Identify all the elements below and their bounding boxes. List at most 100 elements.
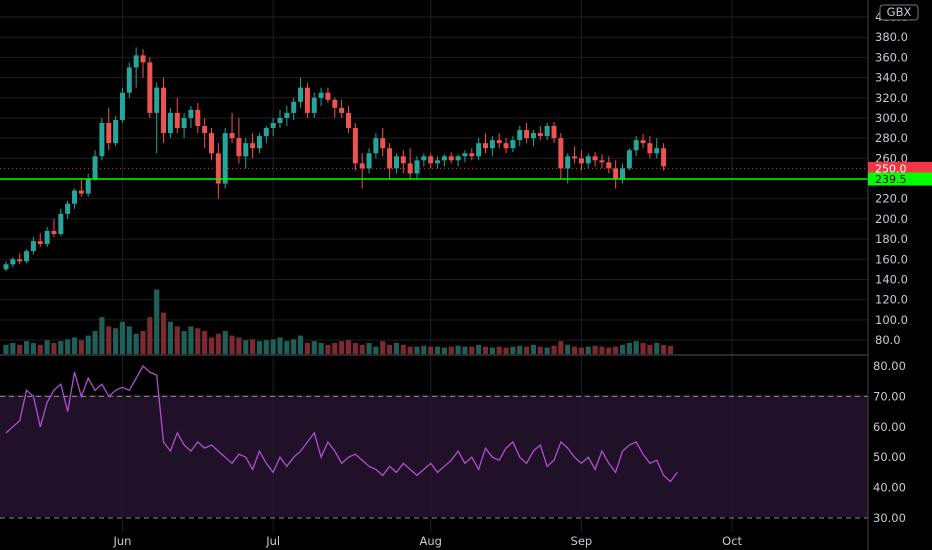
candle-body xyxy=(147,62,153,113)
volume-bar xyxy=(44,340,50,354)
candle-body xyxy=(209,133,214,154)
volume-bar xyxy=(17,344,23,354)
candle-body xyxy=(517,130,523,141)
volume-bar xyxy=(23,341,30,354)
candle-body xyxy=(407,163,413,174)
volume-bar xyxy=(113,328,119,354)
candle-body xyxy=(277,117,283,123)
candle-body xyxy=(606,162,612,169)
indicator-axis[interactable]: 80.00 70.00 60.00 50.00 40.00 30.00 xyxy=(873,359,906,525)
volume-bar xyxy=(524,346,530,354)
candle-body xyxy=(126,67,132,93)
volume-bar xyxy=(565,344,571,354)
volume-bar xyxy=(263,340,269,354)
volume-bar xyxy=(482,346,489,354)
volume-bar xyxy=(558,341,564,354)
volume-bar xyxy=(578,347,584,354)
candle-body xyxy=(154,87,160,113)
volume-bar xyxy=(414,346,420,354)
volume-bar xyxy=(167,321,173,354)
volume-bar xyxy=(3,344,9,354)
candle-body xyxy=(17,259,23,262)
currency-label: GBX xyxy=(887,5,912,19)
price-tick-label: 140.0 xyxy=(875,272,908,286)
candle-body xyxy=(291,101,297,113)
volume-bar xyxy=(640,342,646,354)
candle-body xyxy=(537,133,543,137)
candle-body xyxy=(380,138,386,149)
candle-body xyxy=(524,130,530,139)
candle-body xyxy=(441,156,447,161)
candle-body xyxy=(565,156,571,169)
candle-body xyxy=(263,128,269,137)
volume-bar xyxy=(92,331,98,354)
price-tick-label: 340.0 xyxy=(875,71,908,85)
price-tick-label: 360.0 xyxy=(875,50,908,64)
candle-body xyxy=(435,160,441,164)
candle-body xyxy=(359,163,365,169)
candle-body xyxy=(78,190,84,194)
price-tick-label: 280.0 xyxy=(875,131,908,145)
price-tick-label: 80.0 xyxy=(875,333,901,347)
volume-bar xyxy=(250,339,256,354)
candle-body xyxy=(222,133,228,184)
candle-body xyxy=(558,138,564,169)
currency-badge[interactable]: GBX xyxy=(879,4,919,21)
candle-body xyxy=(592,156,598,161)
price-tick-label: 180.0 xyxy=(875,232,908,246)
volume-bar xyxy=(284,341,290,354)
time-axis[interactable]: Jun Jul Aug Sep Oct xyxy=(112,534,742,548)
volume-bar xyxy=(489,347,495,354)
volume-bar xyxy=(236,337,242,354)
candle-body xyxy=(366,153,372,169)
volume-bar xyxy=(222,331,228,354)
candle-body xyxy=(284,112,290,118)
volume-bar xyxy=(544,347,550,354)
volume-bar xyxy=(243,340,249,354)
volume-bar xyxy=(119,321,126,354)
volume-bar xyxy=(633,341,639,354)
candle-body xyxy=(58,213,64,235)
candle-body xyxy=(544,126,550,137)
volume-bar xyxy=(277,337,283,354)
volume-bar xyxy=(373,346,379,354)
time-tick-label: Jun xyxy=(112,534,131,548)
currency-badge-box xyxy=(879,4,919,21)
price-tick-label: 200.0 xyxy=(875,212,908,226)
candle-body xyxy=(661,148,667,167)
candle-body xyxy=(428,156,434,164)
volume-bar xyxy=(304,342,310,354)
candle-body xyxy=(640,140,646,144)
volume-bar xyxy=(503,347,509,354)
volume-bar xyxy=(647,344,653,354)
candle-body xyxy=(476,143,482,157)
volume-bar xyxy=(510,346,516,354)
candles xyxy=(0,47,868,272)
candle-body xyxy=(92,156,98,179)
volume-bar xyxy=(661,344,667,354)
candle-body xyxy=(140,55,146,63)
last-price-box xyxy=(868,161,932,175)
price-axis[interactable]: 400.0380.0360.0340.0320.0300.0280.0260.0… xyxy=(875,10,908,347)
candle-body xyxy=(256,136,262,149)
candle-body xyxy=(325,92,331,100)
volume-bar xyxy=(393,342,400,354)
volume-bar xyxy=(448,346,454,354)
candle-body xyxy=(188,109,194,118)
volume-bar xyxy=(400,344,406,354)
volume-bar xyxy=(606,347,612,354)
candle-body xyxy=(311,97,317,113)
candle-body xyxy=(3,264,9,270)
volume-bar xyxy=(585,346,591,354)
volume-bar xyxy=(537,346,543,354)
volume-bar xyxy=(667,345,674,354)
candle-body xyxy=(654,148,660,154)
candle-body xyxy=(119,92,125,120)
price-tick-label: 120.0 xyxy=(875,293,908,307)
candle-body xyxy=(647,143,653,154)
volume-bar xyxy=(387,344,393,354)
candle-body xyxy=(298,87,304,102)
time-tick-label: Oct xyxy=(722,534,742,548)
volume-bar xyxy=(345,340,352,354)
